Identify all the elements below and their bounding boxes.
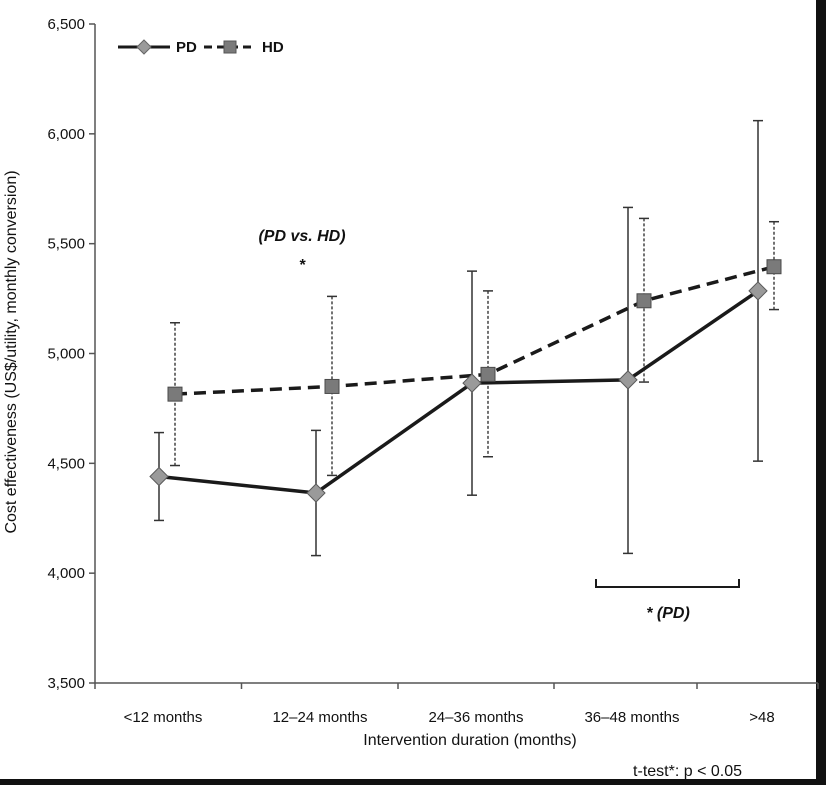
- x-tick-label: <12 months: [124, 709, 203, 726]
- legend-pd-label: PD: [176, 39, 197, 56]
- pd-data-point: [462, 373, 482, 393]
- frame-bottom-border: [0, 779, 826, 785]
- annotation-pd-vs-hd-star: *: [299, 257, 306, 274]
- x-tick-label: 36–48 months: [584, 709, 679, 726]
- frame-right-border: [816, 0, 826, 785]
- y-tick-label: 5,500: [47, 236, 85, 253]
- x-tick-label: 24–36 months: [428, 709, 523, 726]
- pd-series-line: [158, 289, 759, 495]
- hd-data-point: [480, 366, 496, 382]
- legend: PD HD: [118, 39, 284, 56]
- annotation-pd-vs-hd: (PD vs. HD): [258, 228, 345, 245]
- pd-data-point: [306, 483, 326, 503]
- error-bars: [154, 119, 779, 557]
- y-tick-label: 6,000: [47, 126, 85, 143]
- hd-data-point: [636, 293, 652, 309]
- annotation-pd-bracket: * (PD): [646, 605, 690, 622]
- y-tick-label: 4,000: [47, 565, 85, 582]
- series-markers: [149, 259, 782, 503]
- x-tick-label: 12–24 months: [272, 709, 367, 726]
- legend-hd-label: HD: [262, 39, 284, 56]
- hd-data-point: [324, 378, 340, 394]
- pd-data-point: [748, 281, 768, 301]
- hd-data-point: [766, 259, 782, 275]
- pd-significance-bracket: [595, 579, 740, 588]
- legend-hd-square-icon: [223, 40, 237, 54]
- x-axis-title: Intervention duration (months): [363, 732, 576, 749]
- y-tick-label: 4,500: [47, 455, 85, 472]
- y-tick-label: 3,500: [47, 675, 85, 692]
- y-tick-label: 6,500: [47, 16, 85, 33]
- pd-data-point: [149, 466, 169, 487]
- hd-data-point: [167, 386, 183, 402]
- y-axis-title: Cost effectiveness (US$/utility, monthly…: [3, 170, 20, 533]
- y-tick-label: 5,000: [47, 346, 85, 363]
- axes: 3,500 4,000 4,500 5,000 5,500 6,000 6,500 <12 m…: [47, 16, 819, 726]
- x-tick-label: >48: [749, 709, 774, 726]
- footnote-ttest: t-test*: p < 0.05: [633, 763, 742, 780]
- legend-pd-diamond-icon: [136, 39, 152, 55]
- hd-series-line: [174, 265, 775, 396]
- pd-data-point: [618, 370, 638, 390]
